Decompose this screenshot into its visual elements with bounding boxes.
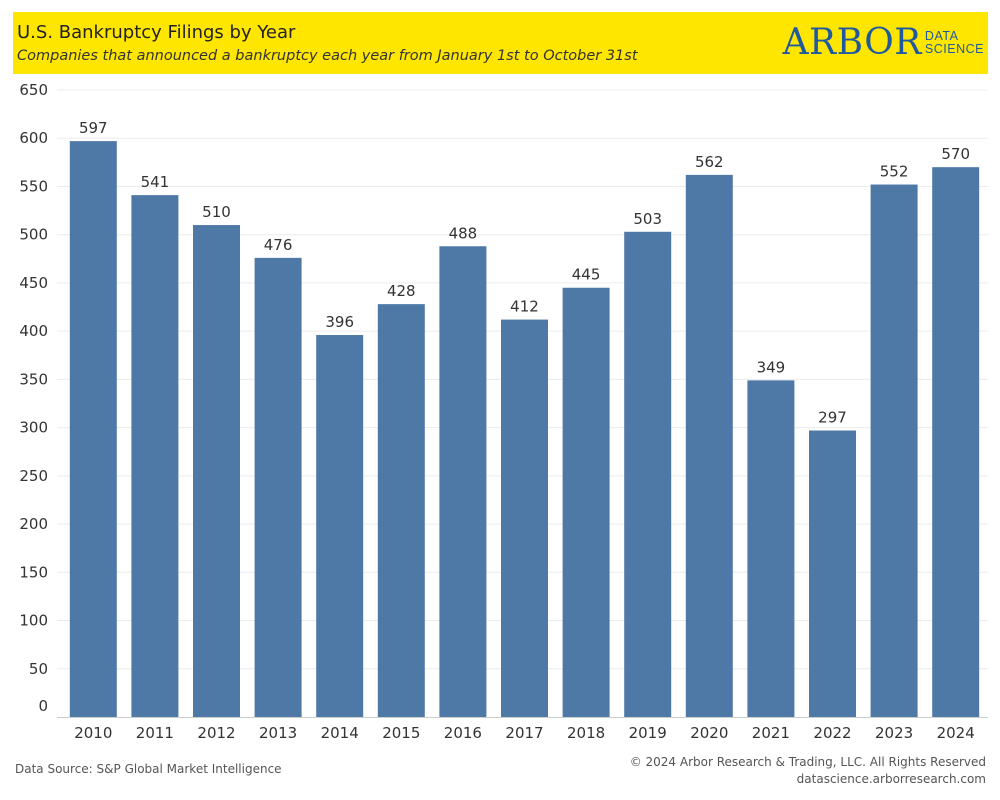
y-tick-label: 500	[19, 226, 48, 244]
data-label: 349	[757, 358, 786, 376]
y-tick-label: 650	[19, 81, 48, 99]
data-label: 570	[941, 145, 970, 163]
logo-sub-science: SCIENCE	[924, 42, 984, 56]
x-tick-label: 2017	[505, 724, 543, 742]
chart-title: U.S. Bankruptcy Filings by Year	[17, 22, 296, 43]
bar	[809, 430, 856, 717]
data-label: 488	[449, 224, 478, 242]
y-tick-label: 350	[19, 370, 48, 388]
data-label: 597	[79, 119, 108, 137]
x-tick-label: 2015	[382, 724, 420, 742]
x-tick-label: 2016	[444, 724, 482, 742]
x-tick-label: 2011	[136, 724, 174, 742]
y-tick-label: 50	[29, 660, 48, 678]
bar	[377, 304, 425, 717]
x-tick-label: 2022	[813, 724, 851, 742]
y-tick-label: 150	[19, 563, 48, 581]
data-label: 297	[818, 409, 847, 427]
y-tick-label: 0	[38, 697, 48, 715]
logo-sub-text: DATA SCIENCE	[925, 30, 984, 56]
x-tick-label: 2020	[690, 724, 728, 742]
bar	[254, 257, 302, 717]
y-tick-label: 250	[19, 467, 48, 485]
y-tick-label: 400	[19, 322, 48, 340]
data-label: 552	[880, 163, 909, 181]
data-label: 396	[325, 313, 354, 331]
footer-credits: © 2024 Arbor Research & Trading, LLC. Al…	[630, 754, 986, 788]
bar	[193, 225, 240, 718]
bar	[870, 184, 918, 718]
y-tick-label: 600	[19, 129, 48, 147]
copyright-text: © 2024 Arbor Research & Trading, LLC. Al…	[629, 755, 986, 769]
website-link[interactable]: datascience.arborresearch.com	[796, 772, 986, 786]
bar	[316, 335, 364, 717]
data-label: 428	[387, 282, 416, 300]
chart-subtitle: Companies that announced a bankruptcy ea…	[17, 48, 638, 64]
bar	[932, 167, 980, 717]
data-label: 412	[510, 298, 539, 316]
x-tick-label: 2023	[875, 724, 913, 742]
data-label: 503	[633, 210, 662, 228]
data-label: 510	[202, 203, 231, 221]
bar	[562, 287, 610, 717]
bar	[131, 195, 179, 718]
x-tick-label: 2013	[259, 724, 297, 742]
bar	[747, 380, 795, 717]
arbor-logo: ARBOR DATA SCIENCE	[783, 20, 984, 66]
bar	[685, 174, 733, 717]
x-tick-label: 2014	[321, 724, 359, 742]
x-tick-label: 2018	[567, 724, 605, 742]
data-label: 476	[264, 236, 293, 254]
bar	[69, 141, 117, 717]
bar	[439, 246, 487, 717]
logo-main-text: ARBOR	[782, 22, 922, 63]
data-label: 541	[141, 173, 170, 191]
y-tick-label: 550	[19, 177, 48, 195]
x-tick-label: 2024	[937, 724, 975, 742]
bar	[624, 231, 672, 717]
y-tick-label: 450	[19, 274, 48, 292]
data-source: Data Source: S&P Global Market Intellige…	[15, 762, 282, 776]
y-tick-label: 300	[19, 419, 48, 437]
x-tick-label: 2021	[752, 724, 790, 742]
data-label: 562	[695, 153, 724, 171]
x-tick-label: 2019	[629, 724, 667, 742]
y-tick-label: 100	[19, 612, 48, 630]
bar	[501, 319, 548, 717]
logo-sub-data: DATA	[924, 29, 959, 43]
y-tick-label: 200	[19, 515, 48, 533]
x-tick-label: 2012	[197, 724, 235, 742]
data-label: 445	[572, 266, 601, 284]
x-tick-label: 2010	[74, 724, 112, 742]
header-banner: U.S. Bankruptcy Filings by Year Companie…	[13, 12, 988, 74]
